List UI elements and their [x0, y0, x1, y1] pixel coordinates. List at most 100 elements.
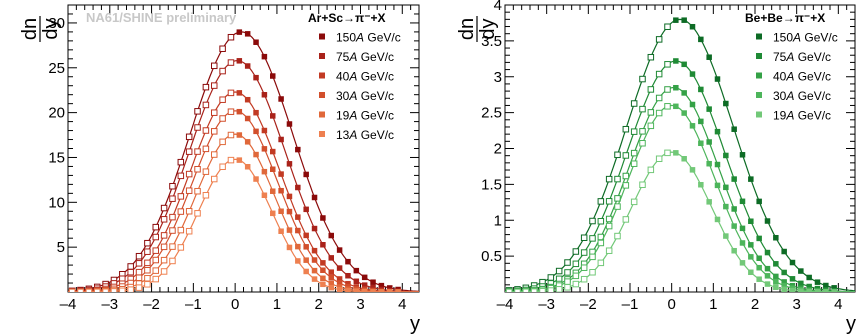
data-point-75	[789, 276, 796, 282]
data-point-150	[831, 285, 837, 291]
data-point-19	[244, 139, 251, 145]
data-point-40	[253, 109, 259, 116]
data-point-150	[261, 53, 268, 60]
data-point-40	[270, 148, 276, 155]
data-point-open-19	[530, 288, 538, 292]
data-point-30	[739, 240, 746, 246]
data-point-open-13	[119, 287, 126, 292]
data-point-19	[295, 243, 301, 250]
fit-curve-30	[505, 104, 855, 292]
fit-curve-150	[505, 18, 855, 292]
data-point-open-19	[144, 275, 151, 282]
data-point-30	[295, 227, 301, 234]
data-point-19	[303, 257, 309, 263]
y-axis-label-numerator: dn	[456, 18, 478, 40]
x-tick-label: –2	[143, 296, 160, 313]
data-point-75	[714, 128, 721, 135]
data-point-open-150	[152, 223, 159, 231]
fit-curve-19	[505, 151, 855, 292]
data-point-open-150	[219, 45, 226, 52]
data-point-75	[361, 282, 368, 288]
data-point-open-19	[169, 243, 176, 250]
x-tick-label: 4	[398, 296, 406, 313]
data-point-75	[706, 106, 712, 112]
data-point-open-150	[572, 248, 580, 255]
data-point-open-150	[160, 204, 168, 212]
data-point-open-30	[580, 264, 588, 271]
data-point-75	[261, 92, 268, 98]
data-point-open-40	[144, 259, 151, 267]
data-point-open-150	[127, 263, 134, 270]
data-point-13	[353, 288, 360, 292]
fit-curve-30	[68, 110, 419, 292]
data-point-150	[814, 279, 821, 285]
legend-marker-150	[319, 33, 325, 40]
data-point-75	[806, 283, 812, 290]
data-point-open-75	[564, 269, 571, 276]
legend-entry-19: 19A GeV/c	[336, 109, 394, 123]
legend-marker-30	[319, 92, 325, 98]
data-point-open-40	[211, 109, 218, 116]
legend-entry-75: 75A GeV/c	[773, 50, 831, 64]
data-point-open-40	[160, 232, 168, 239]
data-point-open-75	[589, 235, 596, 242]
data-point-75	[748, 218, 754, 225]
x-tick-label: 4	[834, 296, 842, 313]
data-point-150	[278, 96, 284, 102]
data-point-open-13	[127, 286, 134, 292]
data-point-open-13	[110, 288, 118, 292]
x-tick-label: –3	[101, 296, 118, 313]
data-point-open-75	[630, 128, 638, 135]
data-point-open-19	[655, 155, 663, 163]
data-point-19	[806, 288, 812, 292]
y-tick-label: 25	[48, 60, 65, 77]
data-point-40	[286, 193, 293, 200]
data-point-40	[706, 139, 712, 145]
data-point-30	[320, 267, 326, 273]
data-point-open-30	[169, 227, 176, 234]
data-point-open-150	[589, 217, 596, 225]
data-point-150	[328, 232, 334, 239]
data-point-30	[673, 103, 679, 110]
x-tick-label: –4	[60, 296, 77, 313]
data-point-open-30	[135, 274, 143, 281]
data-point-30	[706, 160, 712, 167]
x-tick-label: 2	[315, 296, 323, 313]
data-point-open-150	[597, 198, 605, 205]
data-point-open-150	[614, 151, 621, 159]
y-tick-label: 1.5	[481, 176, 502, 193]
data-point-open-19	[177, 226, 185, 234]
plot-frame	[504, 4, 856, 293]
data-point-150	[253, 39, 259, 45]
data-point-40	[748, 242, 754, 248]
data-point-150	[764, 218, 771, 224]
y-tick-label: 10	[48, 194, 65, 211]
data-point-open-40	[639, 128, 646, 135]
data-point-30	[261, 146, 268, 152]
data-point-75	[781, 269, 787, 276]
data-point-open-13	[77, 288, 84, 292]
data-point-open-13	[177, 244, 185, 251]
data-point-open-30	[630, 160, 638, 167]
data-point-19	[706, 199, 712, 205]
data-point-13	[253, 176, 259, 182]
data-point-open-19	[555, 286, 563, 292]
data-point-open-75	[160, 216, 168, 223]
data-point-open-13	[219, 163, 226, 171]
data-point-open-30	[160, 243, 168, 251]
y-axis-label-denominator: dy	[40, 18, 62, 39]
data-point-75	[764, 249, 771, 256]
data-point-open-40	[664, 86, 671, 93]
data-point-open-13	[211, 175, 218, 183]
data-point-40	[261, 127, 268, 134]
data-point-open-40	[219, 96, 226, 103]
data-point-150	[378, 282, 385, 289]
data-point-open-13	[135, 284, 143, 291]
data-point-19	[814, 289, 821, 292]
data-point-13	[336, 286, 343, 292]
data-point-19	[261, 168, 268, 175]
data-point-13	[286, 244, 293, 251]
data-point-open-150	[580, 234, 588, 241]
data-point-open-75	[555, 275, 563, 283]
